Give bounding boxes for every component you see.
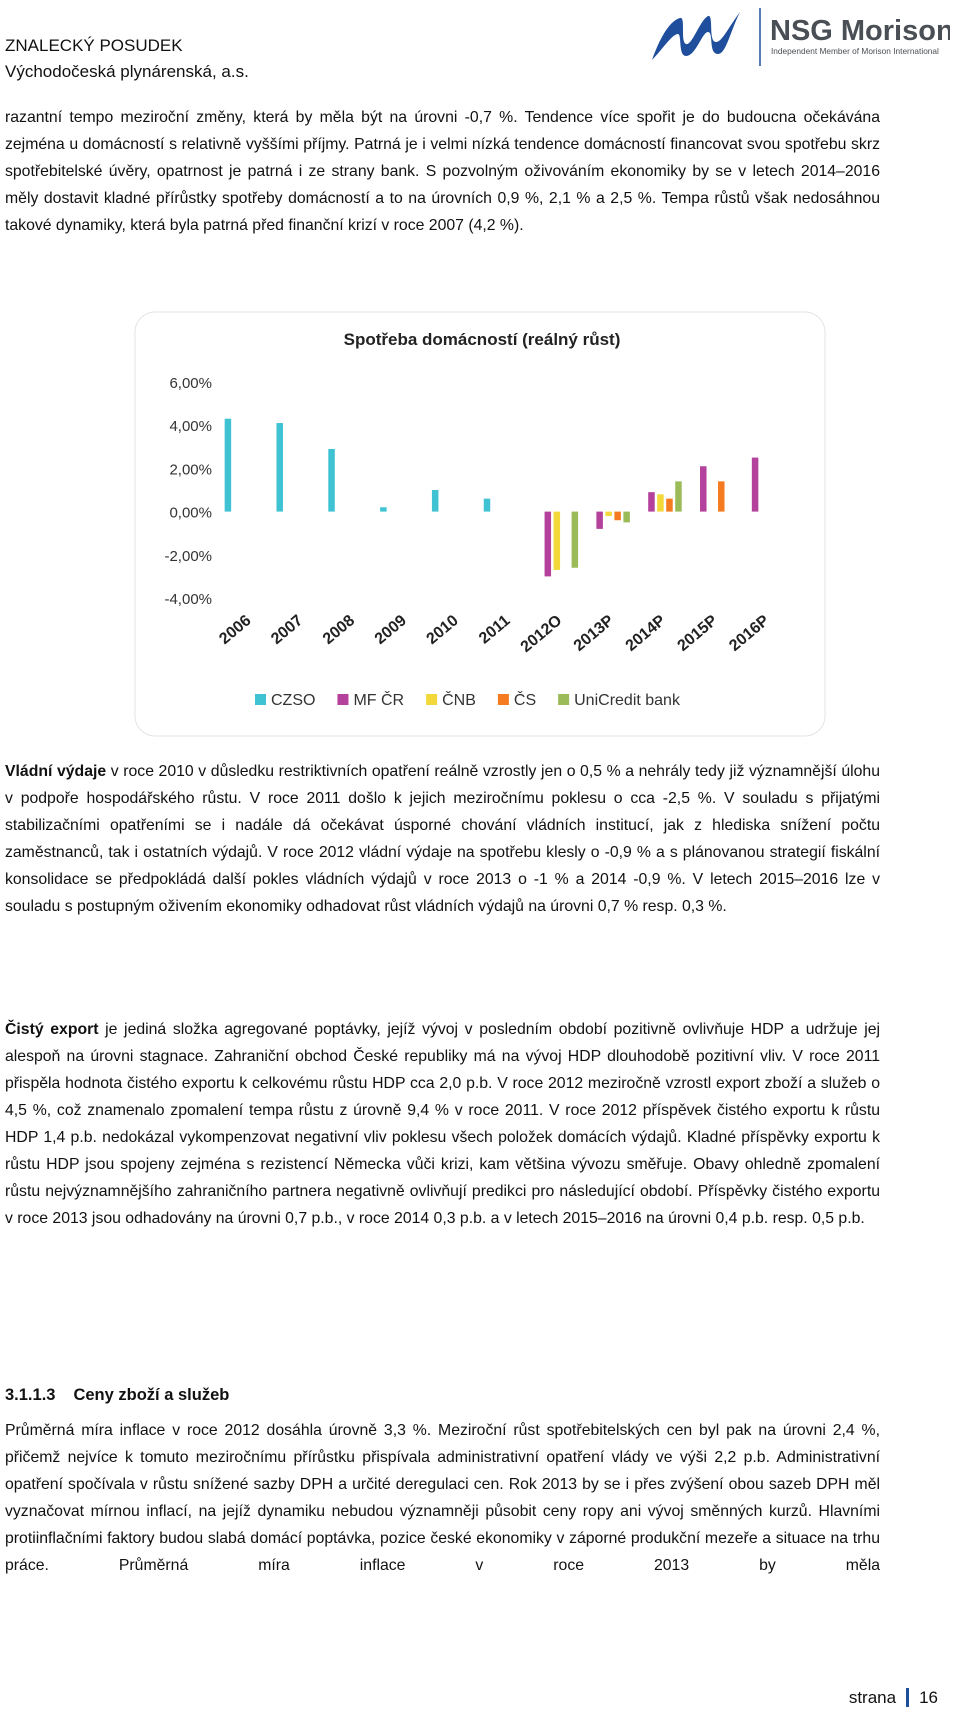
legend-label: MF ČR	[353, 690, 404, 709]
bar	[700, 466, 707, 512]
logo-mark	[652, 12, 740, 60]
page-label: strana	[848, 1688, 897, 1707]
header-title: ZNALECKÝ POSUDEK	[5, 36, 183, 55]
legend-label: UniCredit bank	[574, 692, 681, 709]
bar	[431, 490, 439, 512]
chart-frame	[134, 311, 826, 737]
header: ZNALECKÝ POSUDEK Východočeská plynárensk…	[5, 33, 249, 85]
logo: NSG Morison Independent Member of Moriso…	[652, 8, 950, 66]
bar	[544, 511, 552, 577]
legend-swatch	[255, 694, 266, 705]
logo-tagline: Independent Member of Morison Internatio…	[771, 46, 939, 56]
bar	[276, 423, 283, 512]
bar	[614, 511, 621, 521]
y-tick-label: 4,00%	[169, 418, 212, 435]
bar	[657, 494, 664, 512]
bar	[483, 498, 491, 512]
bar	[718, 481, 725, 512]
bar	[623, 511, 630, 523]
footer: strana 16	[849, 1688, 938, 1708]
bar	[596, 511, 603, 529]
bar	[328, 448, 335, 512]
paragraph-text: v roce 2010 v důsledku restriktivních op…	[5, 763, 880, 915]
logo-name: NSG Morison	[770, 15, 950, 47]
paragraph: Vládní výdaje v roce 2010 v důsledku res…	[5, 758, 880, 920]
legend-swatch	[426, 694, 438, 705]
page-number: 16	[906, 1688, 938, 1707]
section-heading: 3.1.1.3 Ceny zboží a služeb	[5, 1386, 229, 1405]
section-title: Ceny zboží a služeb	[73, 1386, 230, 1404]
paragraph: Čistý export je jediná složka agregované…	[5, 1016, 880, 1232]
chart: Spotřeba domácností (reálný růst) -4,00%…	[134, 311, 826, 737]
bar	[675, 481, 682, 512]
y-tick-label: 2,00%	[169, 461, 212, 478]
y-tick-label: 6,00%	[169, 375, 212, 392]
paragraph-lead: Vládní výdaje	[5, 763, 107, 780]
y-tick-label: -4,00%	[164, 591, 212, 608]
legend-swatch	[497, 694, 509, 705]
paragraph: Průměrná míra inflace v roce 2012 dosáhl…	[5, 1422, 880, 1574]
bar	[571, 511, 579, 568]
bar	[648, 492, 655, 512]
paragraph-text: je jediná složka agregované poptávky, je…	[5, 1021, 880, 1227]
legend-swatch	[558, 694, 570, 705]
section-number: 3.1.1.3	[5, 1386, 56, 1404]
bar	[224, 418, 232, 512]
legend-label: CZSO	[271, 692, 315, 709]
bar	[751, 457, 759, 512]
bar	[380, 507, 387, 512]
y-tick-label: -2,00%	[164, 548, 212, 565]
legend-swatch	[337, 694, 349, 705]
paragraph: razantní tempo meziroční změny, která by…	[5, 109, 880, 234]
header-subtitle: Východočeská plynárenská, a.s.	[5, 62, 249, 81]
bar	[666, 498, 673, 512]
legend-label: ČS	[514, 690, 536, 709]
bar	[553, 511, 561, 570]
chart-title: Spotřeba domácností (reálný růst)	[344, 330, 621, 349]
bar	[605, 511, 612, 516]
legend-label: ČNB	[442, 690, 476, 709]
paragraph-lead: Čistý export	[5, 1021, 99, 1038]
y-tick-label: 0,00%	[169, 505, 212, 522]
